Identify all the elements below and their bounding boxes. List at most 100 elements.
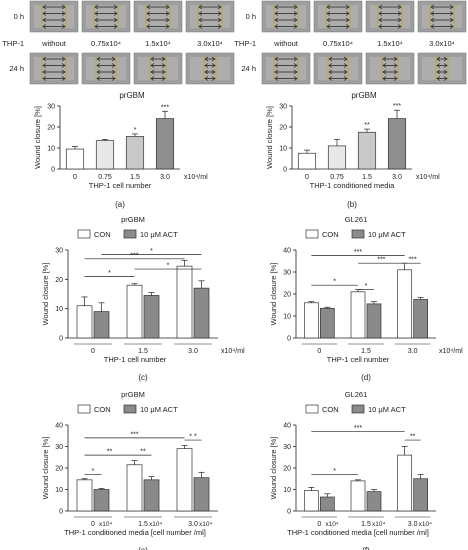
significance-mark: * [134, 127, 137, 134]
arrow-head [345, 4, 350, 10]
cell-line-label: THP-1 [234, 39, 256, 48]
x-tick-label: 0 [305, 174, 309, 181]
arrow-head [328, 69, 333, 75]
arrow-head [211, 76, 216, 81]
x-unit-label: x10⁴/ml [184, 174, 208, 181]
arrow-head [161, 69, 166, 75]
micrograph-tile [29, 52, 79, 85]
y-tick-label: 10 [283, 314, 291, 321]
arrow-head [449, 11, 454, 16]
micrograph-texture [34, 57, 74, 80]
y-tick-label: 40 [55, 423, 63, 430]
significance-mark: * [108, 270, 111, 277]
bar-act [413, 478, 429, 512]
micrograph-tile [185, 0, 235, 33]
y-tick-label: 30 [283, 444, 291, 451]
arrow-head [211, 56, 216, 62]
y-tick-label: 20 [55, 466, 63, 473]
x-unit-label: x10⁴/ml [221, 348, 245, 355]
arrow-head [61, 4, 66, 10]
arrow-head [378, 17, 383, 23]
arrow-head [397, 11, 402, 16]
x-axis-label: THP-1 cell number [104, 355, 167, 364]
bar-act [413, 299, 429, 339]
arrow-head [96, 63, 101, 68]
x-tick-label: 3.0 [408, 348, 418, 355]
bar [357, 131, 377, 170]
legend-swatch-act [123, 404, 137, 414]
arrow-head [345, 24, 350, 29]
arrow-head [146, 17, 151, 23]
arrow-head [382, 63, 387, 68]
x-tick-suffix: x10⁴ [372, 521, 385, 528]
significance-mark: * [150, 248, 153, 255]
bar-con [76, 479, 93, 512]
legend-label-act: 10 μM ACT [368, 230, 406, 239]
bar-act [93, 489, 110, 512]
arrow-head [61, 69, 66, 75]
micrograph-tile [365, 52, 415, 85]
arrow-head [430, 17, 435, 23]
y-tick-label: 0 [59, 336, 63, 343]
arrow-head [443, 76, 448, 81]
bar-con [397, 454, 413, 512]
micrograph-tile [185, 52, 235, 85]
y-tick-label: 0 [287, 509, 291, 516]
arrow-head [165, 11, 170, 16]
legend-label-con: CON [322, 230, 339, 239]
bar-con [303, 490, 319, 512]
cell-line-label: THP-1 [2, 39, 24, 48]
x-unit-label: x10⁴/ml [416, 174, 440, 181]
y-tick-label: 0 [59, 509, 63, 516]
arrow-head [96, 56, 101, 62]
micrograph-texture [86, 57, 126, 80]
arrow-head [113, 17, 118, 23]
micrograph-tile [133, 0, 183, 33]
arrow-head [94, 17, 99, 23]
bar [155, 118, 175, 170]
bar-act [143, 295, 160, 339]
significance-mark: *** [354, 425, 362, 432]
arrow-head [198, 24, 203, 29]
y-tick-label: 40 [283, 423, 291, 430]
bar-con [350, 291, 366, 339]
chart-title: prGBM [121, 390, 145, 399]
bar-act [143, 479, 160, 512]
significance-mark: *** [130, 252, 138, 259]
arrow-head [217, 24, 222, 29]
significance-mark: ** [410, 434, 416, 441]
bar-act [193, 477, 210, 512]
arrow-head [328, 63, 333, 68]
arrow-head [61, 11, 66, 16]
x-tick-suffix: x10⁴ [199, 521, 212, 528]
arrow-head [113, 24, 118, 29]
arrow-head [443, 56, 448, 62]
y-tick-label: 20 [279, 125, 287, 132]
panel-label-e: (e) [138, 546, 148, 550]
significance-mark: *** [377, 257, 385, 264]
arrow-head [150, 69, 155, 75]
arrow-head [204, 56, 209, 62]
significance-mark: * [365, 283, 368, 290]
arrow-head [204, 69, 209, 75]
micrograph-texture [34, 5, 74, 28]
column-label: 1.5x10⁴ [377, 39, 403, 48]
x-tick-label: 3.0 [408, 521, 418, 528]
arrow-head [436, 63, 441, 68]
arrow-head [274, 63, 279, 68]
arrow-head [42, 56, 47, 62]
arrow-head [217, 11, 222, 16]
bar-con [350, 480, 366, 512]
arrow-head [436, 56, 441, 62]
legend-label-con: CON [94, 405, 111, 414]
micrograph-panel-left: 0 h 24 h THP-1 without 0.75x10⁴ 1.5x10⁴ 3.0x10… [2, 0, 235, 100]
arrow-head [343, 56, 348, 62]
panel-label-d: (d) [361, 373, 371, 382]
x-tick-label: 1.5 [138, 521, 148, 528]
significance-mark: * * [189, 434, 197, 441]
arrow-head [326, 17, 331, 23]
arrow-head [146, 24, 151, 29]
bar-con [176, 448, 193, 512]
y-tick-label: 30 [55, 444, 63, 451]
